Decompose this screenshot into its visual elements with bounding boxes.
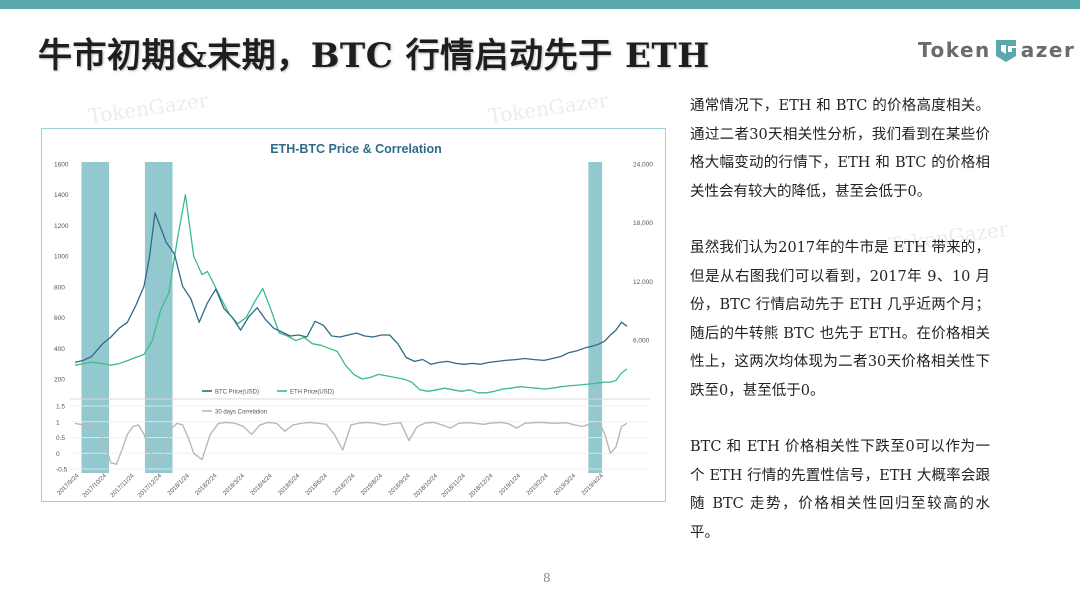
x-tick-label: 2017/12/24 xyxy=(136,472,163,499)
legend-label: BTC Price(USD) xyxy=(215,389,259,395)
x-tick-label: 2018/4/24 xyxy=(249,472,274,497)
left-tick-label: 600 xyxy=(54,315,65,322)
paragraph-2: 虽然我们认为2017年的牛市是 ETH 带来的，但是从右图我们可以看到，2017… xyxy=(690,240,990,399)
eth-btc-chart: ETH-BTC Price & Correlation 160014001200… xyxy=(54,142,653,499)
left-tick-label: 1400 xyxy=(54,192,69,199)
right-tick-label: 6,000 xyxy=(633,337,650,344)
corr-tick-label: 1.5 xyxy=(56,404,65,411)
x-tick-label: 2017/9/24 xyxy=(56,472,81,497)
page-number: 8 xyxy=(543,571,551,585)
x-tick-label: 2018/8/24 xyxy=(360,472,385,497)
highlight-band xyxy=(588,162,603,473)
corr-tick-label: 0.5 xyxy=(56,435,65,442)
tokengazer-logo: Token azer xyxy=(918,33,1075,67)
left-tick-label: 200 xyxy=(54,377,65,384)
right-tick-label: 12,000 xyxy=(633,279,653,286)
watermark: TokenGazer xyxy=(486,87,610,129)
x-tick-label: 2018/3/24 xyxy=(222,472,247,497)
chart-title: ETH-BTC Price & Correlation xyxy=(270,142,442,156)
left-tick-label: 800 xyxy=(54,284,65,291)
corr-tick-label: -0.5 xyxy=(56,467,68,474)
left-tick-label: 1600 xyxy=(54,162,69,169)
left-tick-label: 1000 xyxy=(54,254,69,261)
x-tick-label: 2019/1/24 xyxy=(498,472,523,497)
right-tick-label: 24,000 xyxy=(633,162,653,169)
x-tick-label: 2019/4/24 xyxy=(580,472,605,497)
series-line-left xyxy=(74,194,628,394)
watermark: TokenGazer xyxy=(86,87,210,129)
logo-g-icon xyxy=(995,40,1016,62)
legend-label: ETH Price(USD) xyxy=(290,389,334,395)
chart-frame: ETH-BTC Price & Correlation 1600 1400 1200… xyxy=(41,128,666,502)
x-tick-label: 2017/10/24 xyxy=(81,472,108,499)
logo-text-left: Token xyxy=(918,38,991,62)
x-tick-label: 2018/12/24 xyxy=(468,472,495,499)
x-tick-label: 2017/11/24 xyxy=(109,472,136,499)
x-tick-label: 2018/10/24 xyxy=(412,472,439,499)
slide-title: 牛市初期&末期，BTC 行情启动先于 ETH xyxy=(38,36,710,76)
x-tick-label: 2018/5/24 xyxy=(277,472,302,497)
highlight-band xyxy=(81,162,110,473)
x-tick-label: 2018/11/24 xyxy=(440,472,467,499)
right-tick-label: 18,000 xyxy=(633,220,653,227)
left-tick-label: 400 xyxy=(54,346,65,353)
series-line-right xyxy=(74,212,628,365)
paragraph-3: BTC 和 ETH 价格相关性下跌至0可以作为一个 ETH 行情的先置性信号，E… xyxy=(690,439,990,541)
x-tick-label: 2018/7/24 xyxy=(332,472,357,497)
left-tick-label: 1200 xyxy=(54,223,69,230)
x-tick-label: 2018/9/24 xyxy=(387,472,412,497)
series-line-corr xyxy=(74,421,628,465)
x-tick-label: 2018/2/24 xyxy=(194,472,219,497)
x-tick-label: 2019/3/24 xyxy=(553,472,578,497)
corr-tick-label: 1 xyxy=(56,419,60,426)
x-tick-label: 2019/2/24 xyxy=(525,472,550,497)
logo-text-right: azer xyxy=(1020,38,1076,62)
legend-label: 30 days Correlation xyxy=(215,409,267,415)
paragraph-1: 通常情况下，ETH 和 BTC 的价格高度相关。通过二者30天相关性分析，我们看… xyxy=(690,98,990,200)
top-accent-bar xyxy=(0,0,1080,9)
description-text: 通常情况下，ETH 和 BTC 的价格高度相关。通过二者30天相关性分析，我们看… xyxy=(690,92,990,575)
x-tick-label: 2018/1/24 xyxy=(166,472,191,497)
x-tick-label: 2018/6/24 xyxy=(304,472,329,497)
corr-tick-label: 0 xyxy=(56,451,60,458)
